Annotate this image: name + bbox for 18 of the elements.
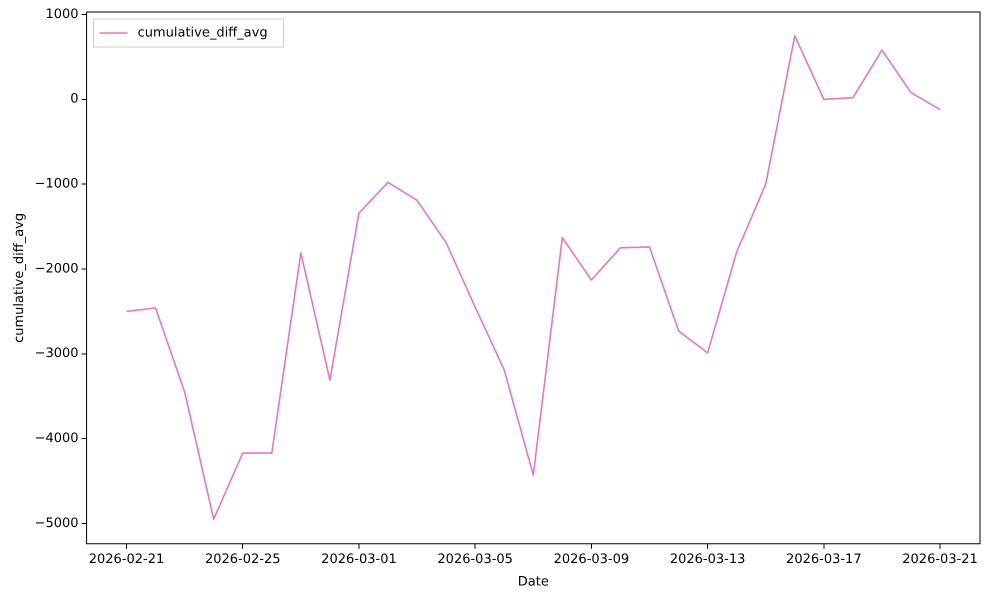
- y-tick-label: −3000: [34, 346, 79, 362]
- y-tick-label: −1000: [34, 176, 79, 192]
- y-axis-title: cumulative_diff_avg: [12, 212, 28, 343]
- x-axis-title: Date: [518, 574, 549, 590]
- x-tick-label: 2026-03-13: [670, 552, 746, 567]
- x-tick-label: 2026-02-25: [204, 552, 281, 567]
- x-tick-label: 2026-02-21: [88, 552, 164, 567]
- legend-label: cumulative_diff_avg: [138, 25, 268, 40]
- x-tick-label: 2026-03-21: [902, 552, 978, 567]
- x-tick-label: 2026-03-05: [437, 552, 513, 567]
- y-tick-label: −4000: [34, 431, 79, 446]
- y-tick-label: −2000: [34, 261, 79, 276]
- x-tick-label: 2026-03-09: [554, 552, 630, 567]
- y-tick-label: −5000: [34, 516, 79, 531]
- y-tick-label: 0: [70, 92, 79, 107]
- x-tick-label: 2026-03-17: [786, 552, 862, 567]
- x-tick-label: 2026-03-01: [321, 552, 397, 567]
- y-tick-label: 1000: [45, 6, 79, 22]
